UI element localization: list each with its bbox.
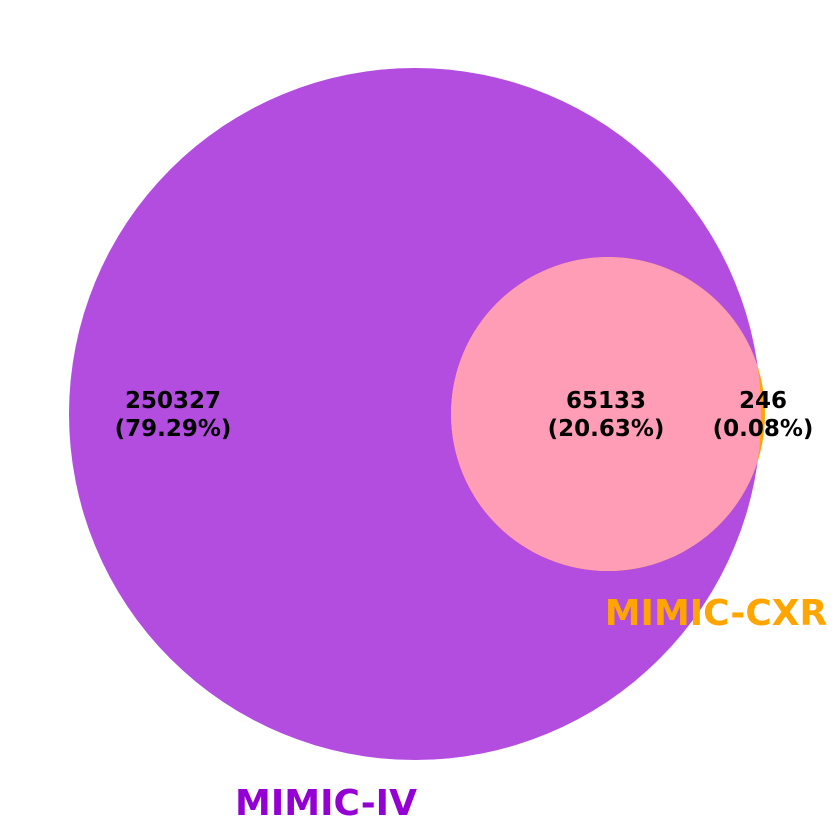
region-a-only-count: 250327 (125, 388, 221, 414)
region-b-only-percent: (0.08%) (713, 416, 814, 442)
region-b-only-count: 246 (739, 388, 787, 414)
overlap-region (451, 257, 761, 571)
region-a-only-percent: (79.29%) (115, 416, 232, 442)
set-a-circle (69, 68, 761, 760)
region-both-count: 65133 (566, 388, 646, 414)
set-b-label: MIMIC-CXR (605, 593, 828, 634)
region-both-percent: (20.63%) (548, 416, 665, 442)
set-a-label: MIMIC-IV (235, 783, 417, 824)
